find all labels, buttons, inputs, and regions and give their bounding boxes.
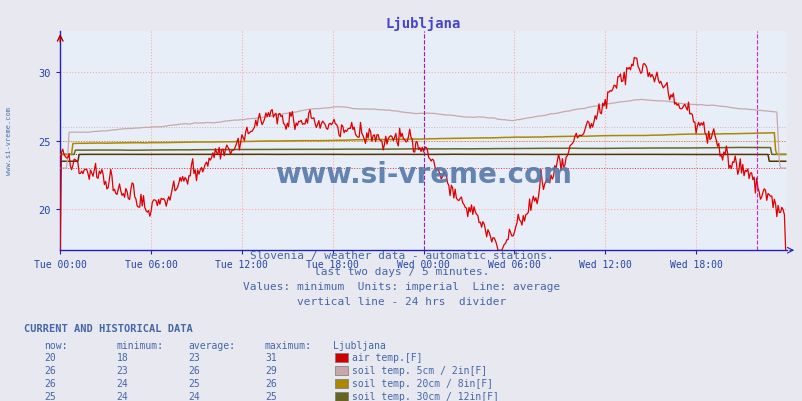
Text: soil temp. 5cm / 2in[F]: soil temp. 5cm / 2in[F] [351, 365, 486, 375]
Text: 23: 23 [188, 352, 200, 363]
Text: 18: 18 [116, 352, 128, 363]
Text: Ljubljana: Ljubljana [333, 340, 386, 350]
Text: 26: 26 [188, 365, 200, 375]
Text: average:: average: [188, 340, 236, 350]
Text: 29: 29 [265, 365, 277, 375]
Text: minimum:: minimum: [116, 340, 164, 350]
Text: CURRENT AND HISTORICAL DATA: CURRENT AND HISTORICAL DATA [24, 323, 192, 333]
Text: 24: 24 [116, 391, 128, 401]
Text: www.si-vreme.com: www.si-vreme.com [275, 160, 571, 188]
Text: 26: 26 [265, 378, 277, 388]
Text: 23: 23 [116, 365, 128, 375]
Text: www.si-vreme.com: www.si-vreme.com [6, 106, 12, 174]
Text: Slovenia / weather data - automatic stations.: Slovenia / weather data - automatic stat… [249, 251, 553, 261]
Text: 31: 31 [265, 352, 277, 363]
Text: Values: minimum  Units: imperial  Line: average: Values: minimum Units: imperial Line: av… [242, 281, 560, 291]
Title: Ljubljana: Ljubljana [386, 17, 460, 31]
Text: 25: 25 [44, 391, 56, 401]
Text: 26: 26 [44, 365, 56, 375]
Text: soil temp. 30cm / 12in[F]: soil temp. 30cm / 12in[F] [351, 391, 498, 401]
Text: soil temp. 20cm / 8in[F]: soil temp. 20cm / 8in[F] [351, 378, 492, 388]
Text: 25: 25 [188, 378, 200, 388]
Text: 26: 26 [44, 378, 56, 388]
Text: 20: 20 [44, 352, 56, 363]
Text: maximum:: maximum: [265, 340, 312, 350]
Text: air temp.[F]: air temp.[F] [351, 352, 422, 363]
Text: last two days / 5 minutes.: last two days / 5 minutes. [314, 266, 488, 276]
Text: now:: now: [44, 340, 67, 350]
Text: 24: 24 [188, 391, 200, 401]
Text: vertical line - 24 hrs  divider: vertical line - 24 hrs divider [297, 296, 505, 306]
Text: 25: 25 [265, 391, 277, 401]
Text: 24: 24 [116, 378, 128, 388]
